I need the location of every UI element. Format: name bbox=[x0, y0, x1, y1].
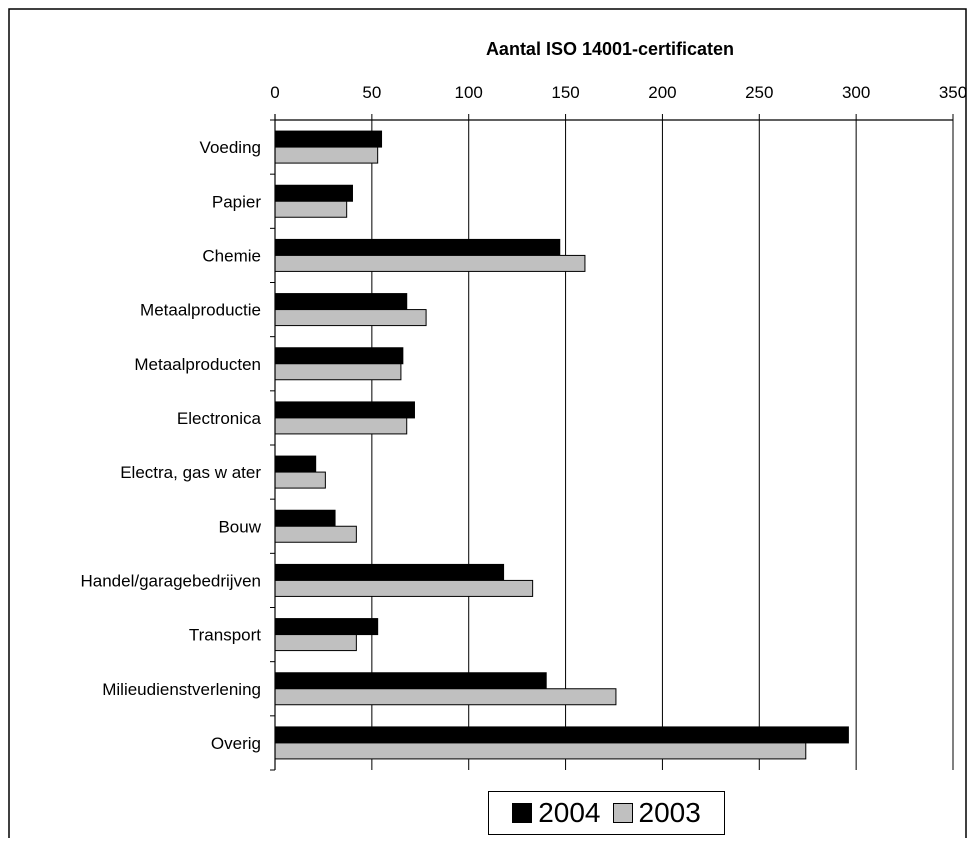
bar-2004 bbox=[274, 726, 849, 744]
bar-2004 bbox=[274, 672, 547, 690]
legend-swatch-2003 bbox=[612, 803, 633, 823]
bar-2004 bbox=[274, 563, 505, 581]
bar-2003 bbox=[274, 363, 402, 381]
bar-2004 bbox=[274, 618, 379, 636]
category-label: Metaalproductie bbox=[140, 301, 261, 320]
legend: 2004 2003 bbox=[488, 791, 725, 835]
category-label: Overig bbox=[211, 734, 261, 753]
category-label: Transport bbox=[189, 626, 261, 645]
x-tick-label: 300 bbox=[842, 83, 870, 102]
bar-2003 bbox=[274, 146, 379, 164]
legend-label-2003: 2003 bbox=[638, 797, 701, 828]
bar-2004 bbox=[274, 401, 415, 419]
bar-2003 bbox=[274, 417, 408, 435]
x-tick-label: 350 bbox=[939, 83, 967, 102]
chart-title: Aantal ISO 14001-certificaten bbox=[486, 39, 734, 59]
x-tick-label: 0 bbox=[270, 83, 279, 102]
category-label: Handel/garagebedrijven bbox=[80, 571, 261, 590]
axes: 0 50 100 150 200 250 300 350 bbox=[270, 83, 967, 771]
legend-item-2004: 2004 bbox=[512, 797, 601, 828]
legend-label-2004: 2004 bbox=[538, 797, 601, 828]
bar-2003 bbox=[274, 742, 807, 760]
bar-2004 bbox=[274, 347, 404, 365]
bars bbox=[274, 130, 849, 760]
chart-frame bbox=[8, 8, 967, 843]
category-label: Chemie bbox=[202, 246, 261, 265]
bar-2003 bbox=[274, 579, 534, 597]
category-label: Metaalproducten bbox=[134, 355, 261, 374]
bar-2004 bbox=[274, 130, 383, 148]
bar-2004 bbox=[274, 293, 408, 311]
grid-lines bbox=[371, 120, 954, 770]
category-label: Papier bbox=[212, 192, 261, 211]
legend-item-2003: 2003 bbox=[612, 797, 701, 828]
x-tick-label: 100 bbox=[455, 83, 483, 102]
bar-2004 bbox=[274, 455, 317, 473]
bar-2003 bbox=[274, 200, 348, 218]
bar-2003 bbox=[274, 634, 357, 652]
bar-2003 bbox=[274, 254, 586, 272]
bar-2003 bbox=[274, 309, 427, 327]
bar-2003 bbox=[274, 688, 617, 706]
bar-2003 bbox=[274, 471, 326, 489]
x-tick-label: 150 bbox=[551, 83, 579, 102]
category-label: Bouw bbox=[218, 517, 261, 536]
bar-2004 bbox=[274, 184, 353, 202]
category-label: Electra, gas w ater bbox=[120, 463, 261, 482]
category-label: Electronica bbox=[177, 409, 262, 428]
category-labels: Voeding Papier Chemie Metaalproductie Metaal… bbox=[80, 138, 261, 753]
x-tick-label: 250 bbox=[745, 83, 773, 102]
category-label: Voeding bbox=[200, 138, 261, 157]
legend-swatch-2004 bbox=[512, 803, 533, 823]
x-tick-label: 200 bbox=[648, 83, 676, 102]
x-tick-label: 50 bbox=[362, 83, 381, 102]
bar-2004 bbox=[274, 238, 561, 256]
bar-2004 bbox=[274, 509, 336, 527]
bar-2003 bbox=[274, 525, 357, 543]
category-label: Milieudienstverlening bbox=[102, 680, 261, 699]
